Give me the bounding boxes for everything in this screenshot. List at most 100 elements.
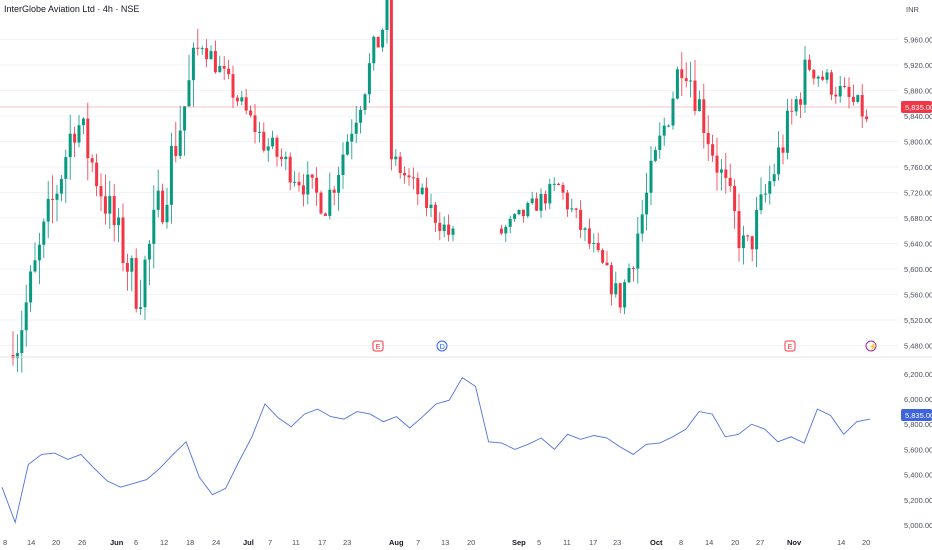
candle-body	[499, 228, 503, 234]
time-tick-label: 14	[705, 538, 713, 547]
line-last-badge	[901, 409, 932, 421]
candle	[372, 35, 376, 71]
candle-body	[231, 74, 235, 98]
candle	[671, 91, 675, 130]
last-price-label: 5,835.00	[905, 103, 932, 112]
candle	[306, 161, 310, 205]
candle-body	[834, 94, 838, 97]
candle	[196, 28, 200, 56]
candle-body	[750, 236, 754, 250]
lower-tick-label: 5,800.00	[904, 420, 932, 429]
candle-body	[851, 96, 855, 102]
price-tick-label: 5,560.00	[904, 290, 932, 299]
candle	[631, 266, 635, 282]
candle	[781, 134, 785, 165]
price-tick-label: 5,840.00	[904, 112, 932, 121]
candle-body	[359, 109, 363, 123]
event-marker[interactable]: E	[784, 340, 796, 352]
candle	[865, 109, 869, 123]
candle	[139, 279, 143, 315]
time-tick-label: 11	[563, 538, 571, 547]
candle-body	[504, 226, 508, 234]
candle	[416, 172, 420, 206]
candle-body	[174, 146, 178, 156]
candle-body	[156, 190, 160, 210]
candle	[530, 191, 534, 205]
candle-body	[587, 228, 591, 244]
candle-body	[631, 268, 635, 270]
candle	[257, 121, 261, 143]
candle-body	[794, 99, 798, 112]
candle	[103, 174, 107, 225]
candle	[319, 190, 323, 215]
candle	[231, 65, 235, 108]
time-tick-label: 7	[268, 538, 272, 547]
candle	[513, 213, 517, 222]
time-tick-label: 20	[52, 538, 60, 547]
candle-body	[715, 155, 719, 173]
candle	[191, 42, 195, 107]
candle	[561, 182, 565, 200]
time-tick-label: 18	[186, 538, 194, 547]
candle-body	[755, 210, 759, 250]
candle	[719, 159, 723, 191]
candle-body	[618, 283, 622, 308]
candle-body	[121, 217, 125, 263]
candle	[447, 214, 451, 242]
candle-body	[513, 214, 517, 219]
candle-body	[702, 99, 706, 134]
candle-body	[693, 80, 697, 111]
time-axis[interactable]: 8 14 20 26 Jun 6 12 18 24 Jul 7 11 17 23 Aug 7 13 20 Sep 5 1…	[3, 538, 870, 547]
candle	[213, 40, 217, 74]
candle	[359, 106, 363, 134]
candle-body	[561, 184, 565, 193]
candle-body	[548, 184, 552, 204]
candle	[20, 310, 24, 373]
candle-body	[187, 80, 191, 107]
candle-body	[777, 147, 781, 175]
event-marker[interactable]: D	[436, 340, 448, 352]
candle	[438, 212, 442, 241]
candle-body	[279, 156, 283, 160]
lower-price-axis[interactable]: 6,200.00 6,000.00 5,800.00 5,600.00 5,400.00…	[904, 370, 932, 530]
candle	[209, 45, 213, 60]
candle-body	[59, 178, 63, 194]
candle	[293, 171, 297, 187]
candle	[218, 55, 222, 73]
candle-body	[543, 193, 547, 204]
candle-body	[605, 262, 609, 266]
candle	[284, 151, 288, 171]
symbol-title[interactable]: InterGlobe Aviation Ltd · 4h · NSE	[4, 4, 140, 14]
candle	[557, 182, 561, 186]
marker-label: ⚡	[869, 342, 878, 351]
candle	[829, 69, 833, 101]
event-marker[interactable]: ⚡	[865, 340, 878, 352]
price-axis[interactable]: INR 5,960.00 5,920.00 5,880.00 5,840.00 5,80…	[904, 5, 932, 350]
time-tick-label: 20	[862, 538, 870, 547]
price-tick-label: 5,600.00	[904, 265, 932, 274]
candle-body	[816, 76, 820, 79]
candle	[51, 175, 55, 224]
candle-body	[112, 196, 116, 226]
candle	[46, 181, 50, 239]
candle-body	[244, 97, 248, 111]
candle-body	[37, 244, 41, 261]
candle	[37, 232, 41, 285]
candle-body	[350, 133, 354, 142]
event-marker[interactable]: E	[372, 340, 384, 352]
candle-body	[161, 190, 165, 223]
candle	[249, 105, 253, 118]
candle	[244, 88, 248, 115]
candle-body	[200, 48, 204, 50]
time-tick-label: 27	[756, 538, 764, 547]
candle-body	[425, 187, 429, 209]
candle-body	[77, 125, 81, 143]
candle-body	[257, 131, 261, 133]
candle	[174, 121, 178, 163]
candle-body	[601, 250, 605, 263]
candle	[187, 54, 191, 107]
candle	[222, 56, 226, 81]
candle-body	[169, 146, 173, 205]
candle	[614, 271, 618, 298]
